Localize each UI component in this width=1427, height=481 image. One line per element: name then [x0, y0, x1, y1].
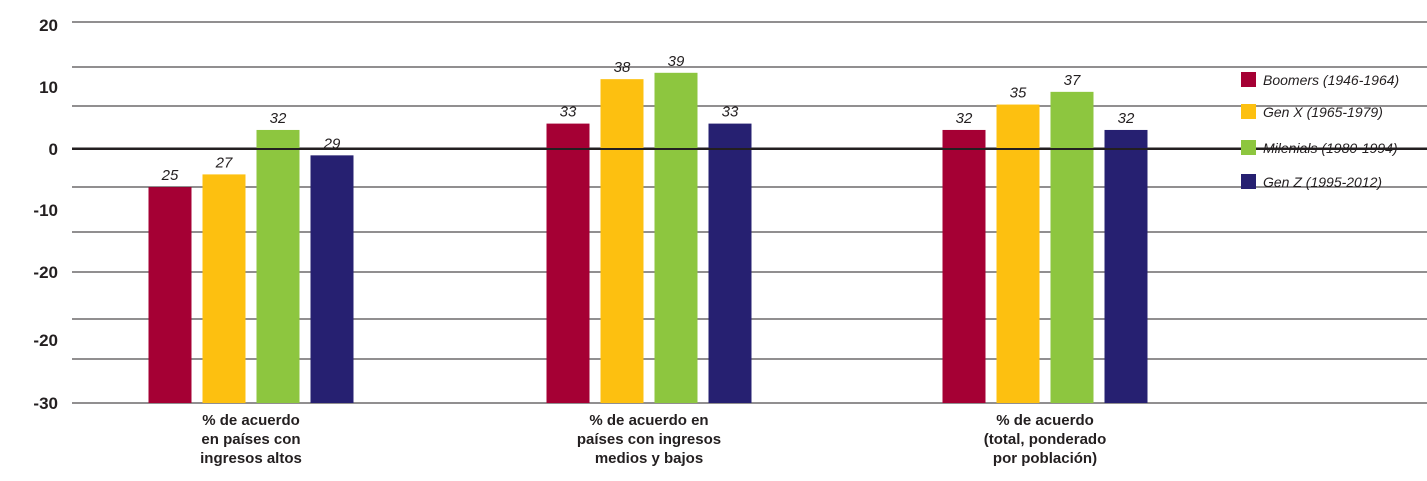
data-label: 33 — [560, 104, 577, 121]
legend-label: Gen Z (1995-2012) — [1263, 174, 1382, 190]
bars — [148, 72, 1148, 404]
bar — [996, 104, 1040, 404]
y-axis: 20 10 0 -10 -20 -20 -30 — [33, 16, 58, 413]
bar — [654, 72, 698, 404]
category-label: % de acuerdo en países con ingresos medios… — [577, 412, 721, 467]
data-label: 39 — [668, 53, 685, 70]
y-tick-label: -20 — [33, 263, 58, 282]
bar — [256, 129, 300, 403]
bar — [942, 129, 986, 403]
data-label: 32 — [1118, 110, 1135, 127]
y-tick-label: 10 — [39, 78, 58, 97]
y-tick-label: -30 — [33, 394, 58, 413]
bar — [546, 123, 590, 403]
legend-label: Boomers (1946-1964) — [1263, 72, 1399, 88]
data-label: 32 — [270, 110, 287, 127]
legend-swatch — [1241, 174, 1256, 189]
legend-label: Milenials (1980-1994) — [1263, 140, 1398, 156]
legend-swatch — [1241, 72, 1256, 87]
category-label: % de acuerdo en países con ingresos altos — [200, 412, 302, 467]
legend: Boomers (1946-1964) Gen X (1965-1979) Mile… — [1241, 72, 1399, 190]
data-label: 32 — [956, 110, 973, 127]
legend-swatch — [1241, 104, 1256, 119]
data-label: 37 — [1064, 72, 1081, 89]
data-label: 27 — [215, 154, 233, 171]
legend-label: Gen X (1965-1979) — [1263, 104, 1383, 120]
category-labels: % de acuerdo en países con ingresos altos%… — [200, 412, 1106, 467]
bar — [1104, 129, 1148, 403]
bar — [148, 187, 192, 403]
data-label: 25 — [161, 167, 179, 184]
bar — [310, 155, 354, 403]
y-tick-label: -10 — [33, 201, 58, 220]
bar — [202, 174, 246, 403]
bar — [708, 123, 752, 403]
bar — [600, 79, 644, 404]
legend-swatch — [1241, 140, 1256, 155]
category-label: % de acuerdo (total, ponderado por poblaci… — [984, 412, 1107, 467]
bar — [1050, 91, 1094, 403]
data-label: 33 — [722, 104, 739, 121]
y-tick-label: 20 — [39, 16, 58, 35]
data-label: 35 — [1010, 85, 1027, 102]
y-tick-label: -20 — [33, 331, 58, 350]
data-label: 38 — [614, 59, 631, 76]
y-tick-label: 0 — [49, 140, 58, 159]
